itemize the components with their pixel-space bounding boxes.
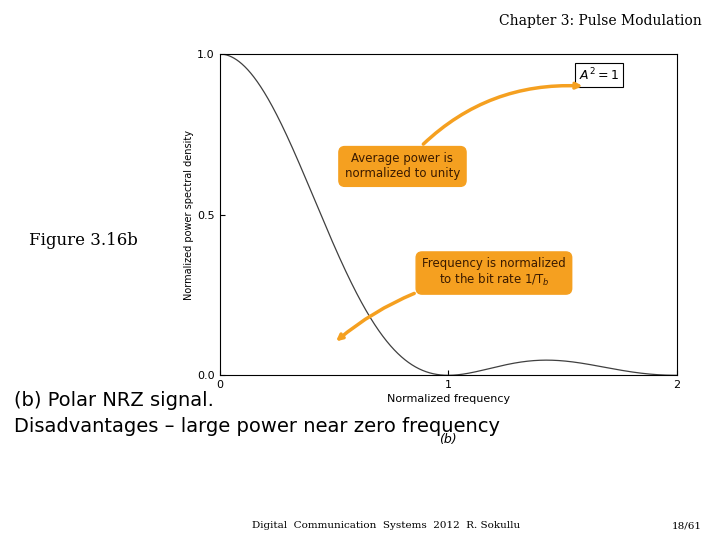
Text: Figure 3.16b: Figure 3.16b	[29, 232, 138, 249]
Text: (b): (b)	[439, 433, 457, 446]
Text: Chapter 3: Pulse Modulation: Chapter 3: Pulse Modulation	[499, 14, 702, 28]
Text: Average power is
normalized to unity: Average power is normalized to unity	[345, 83, 579, 180]
Text: $A^2 = 1$: $A^2 = 1$	[579, 67, 619, 84]
X-axis label: Normalized frequency: Normalized frequency	[387, 394, 510, 404]
Text: 18/61: 18/61	[672, 521, 702, 530]
Text: (b) Polar NRZ signal.
Disadvantages – large power near zero frequency: (b) Polar NRZ signal. Disadvantages – la…	[14, 392, 500, 435]
Text: Digital  Communication  Systems  2012  R. Sokullu: Digital Communication Systems 2012 R. So…	[252, 521, 520, 530]
Text: Frequency is normalized
to the bit rate 1/T$_b$: Frequency is normalized to the bit rate …	[339, 256, 566, 339]
Y-axis label: Normalized power spectral density: Normalized power spectral density	[184, 130, 194, 300]
